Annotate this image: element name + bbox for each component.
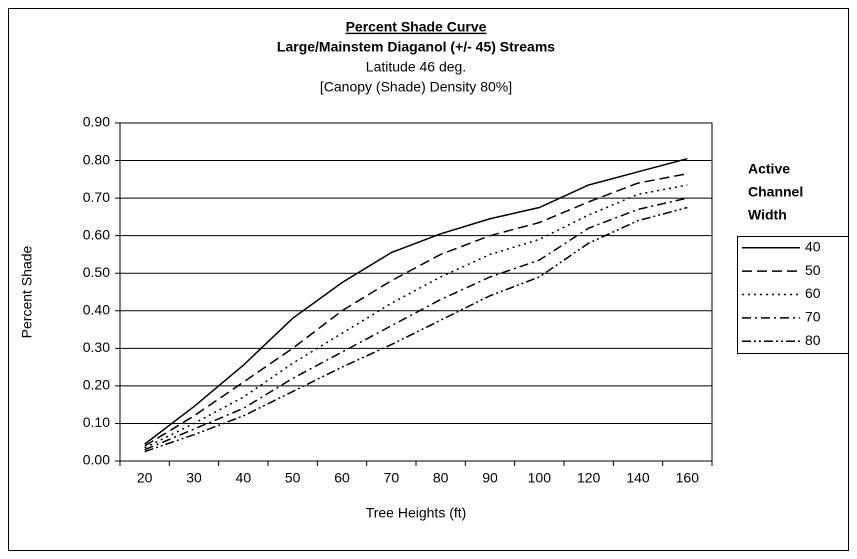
x-tick-label: 90 bbox=[482, 470, 498, 486]
series-line bbox=[144, 157, 688, 445]
series-line bbox=[144, 184, 688, 449]
x-tick-label: 70 bbox=[384, 470, 400, 486]
x-tick-label: 30 bbox=[186, 470, 202, 486]
x-tick-label: 60 bbox=[334, 470, 350, 486]
series-line bbox=[144, 172, 688, 447]
x-tick-label: 50 bbox=[285, 470, 301, 486]
y-tick-label: 0.20 bbox=[83, 377, 110, 393]
y-tick-label: 0.10 bbox=[83, 414, 110, 430]
legend-label: 70 bbox=[805, 309, 821, 325]
chart-subtitle: [Canopy (Shade) Density 80%] bbox=[320, 79, 512, 95]
x-tick-label: 20 bbox=[137, 470, 153, 486]
legend-label: 80 bbox=[805, 332, 821, 348]
plot-area bbox=[119, 122, 713, 462]
chart-title: Percent Shade Curve bbox=[346, 19, 487, 35]
y-tick-label: 0.30 bbox=[83, 339, 110, 355]
legend-label: 60 bbox=[805, 285, 821, 301]
y-tick-label: 0.80 bbox=[83, 151, 110, 167]
y-tick-label: 0.40 bbox=[83, 301, 110, 317]
y-axis-label: Percent Shade bbox=[19, 245, 35, 338]
legend-title: Active bbox=[748, 161, 790, 177]
x-tick-label: 140 bbox=[626, 470, 650, 486]
series-line bbox=[144, 197, 688, 451]
legend-label: 50 bbox=[805, 262, 821, 278]
y-tick-label: 0.00 bbox=[83, 452, 110, 468]
y-tick-label: 0.90 bbox=[83, 114, 110, 130]
series-line bbox=[144, 206, 688, 453]
x-tick-label: 120 bbox=[577, 470, 601, 486]
x-tick-label: 100 bbox=[528, 470, 552, 486]
chart-subtitle: Latitude 46 deg. bbox=[366, 59, 466, 75]
y-tick-label: 0.50 bbox=[83, 264, 110, 280]
x-tick-label: 40 bbox=[236, 470, 252, 486]
y-tick-label: 0.70 bbox=[83, 189, 110, 205]
y-tick-label: 0.60 bbox=[83, 226, 110, 242]
chart-subtitle: Large/Mainstem Diaganol (+/- 45) Streams bbox=[277, 39, 555, 55]
legend-label: 40 bbox=[805, 238, 821, 254]
x-tick-label: 160 bbox=[676, 470, 700, 486]
legend-title: Width bbox=[748, 207, 787, 223]
x-tick-label: 80 bbox=[433, 470, 449, 486]
x-axis-label: Tree Heights (ft) bbox=[366, 505, 467, 521]
legend-title: Channel bbox=[748, 184, 803, 200]
